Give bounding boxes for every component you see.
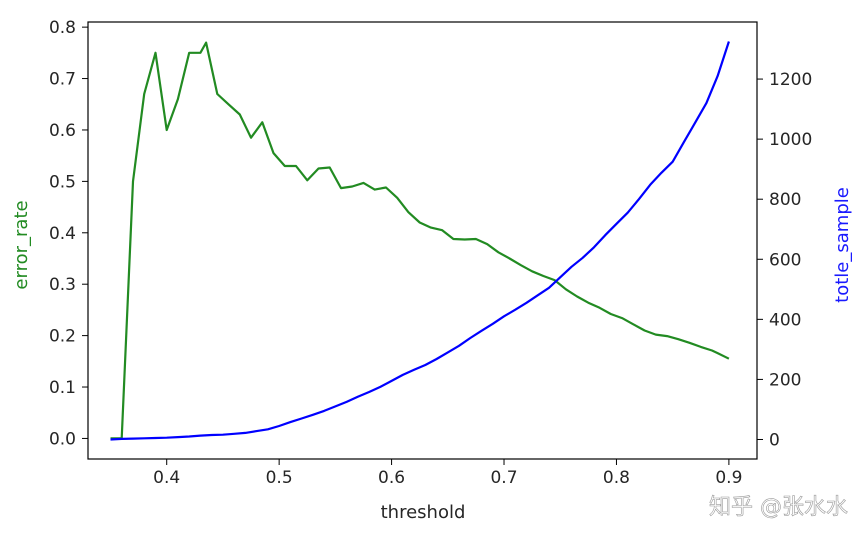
right-y-tick-label: 200 <box>769 370 801 390</box>
right-y-axis-label: totle_sample <box>832 187 853 303</box>
right-y-tick-label: 1000 <box>769 130 812 150</box>
right-y-axis: 0 200 400 600 800 1000 1200 <box>757 70 812 450</box>
x-tick-label: 0.4 <box>153 468 180 488</box>
left-y-tick-label: 0.6 <box>49 121 76 141</box>
left-series-line <box>110 41 730 440</box>
right-y-tick-label: 0 <box>769 430 780 450</box>
left-y-tick-label: 0.4 <box>49 224 76 244</box>
plot-area <box>87 21 758 460</box>
x-tick-label: 0.7 <box>490 468 517 488</box>
right-y-tick-label: 800 <box>769 190 801 210</box>
right-y-tick-label: 400 <box>769 310 801 330</box>
x-tick-label: 0.9 <box>715 468 742 488</box>
left-y-tick-label: 0.7 <box>49 70 76 90</box>
left-y-tick-label: 0.1 <box>49 378 76 398</box>
x-axis: 0.4 0.5 0.6 0.7 0.8 0.9 <box>153 459 742 488</box>
x-tick-label: 0.6 <box>378 468 405 488</box>
watermark-text: 知乎 @张水水 <box>709 495 848 520</box>
right-series-line <box>110 41 730 441</box>
left-y-tick-label: 0.3 <box>49 275 76 295</box>
left-y-tick-label: 0.8 <box>49 18 76 38</box>
right-y-tick-label: 600 <box>769 250 801 270</box>
right-y-tick-label: 1200 <box>769 70 812 90</box>
x-axis-label: threshold <box>381 502 466 523</box>
left-y-axis-label: error_rate <box>11 200 32 289</box>
left-y-tick-label: 0.2 <box>49 327 76 347</box>
x-tick-label: 0.5 <box>266 468 293 488</box>
left-y-tick-label: 0.0 <box>49 429 76 449</box>
left-y-tick-label: 0.5 <box>49 172 76 192</box>
plot-frame <box>87 21 758 460</box>
left-y-axis: 0.0 0.1 0.2 0.3 0.4 0.5 0.6 0.7 0.8 <box>49 18 88 449</box>
x-tick-label: 0.8 <box>603 468 630 488</box>
